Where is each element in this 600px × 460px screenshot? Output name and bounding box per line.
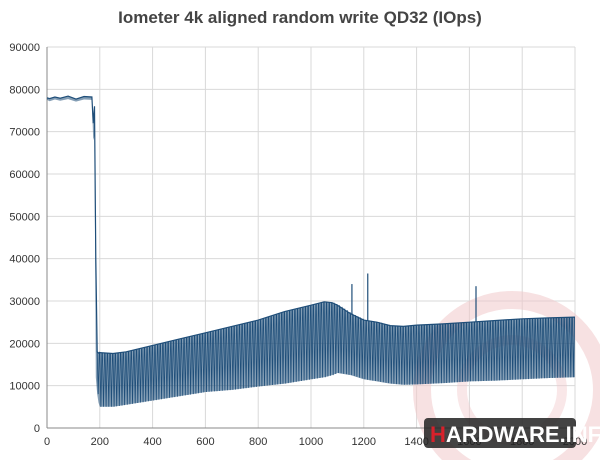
x-tick-label: 200 xyxy=(91,436,109,448)
y-tick-label: 0 xyxy=(34,423,40,435)
y-tick-label: 80000 xyxy=(9,84,40,96)
x-tick-label: 0 xyxy=(44,436,50,448)
svg-text:HARDWARE.INFO: HARDWARE.INFO xyxy=(430,422,600,447)
x-tick-label: 1000 xyxy=(299,436,323,448)
x-tick-label: 400 xyxy=(143,436,161,448)
series-band xyxy=(46,95,576,407)
y-tick-label: 60000 xyxy=(9,169,40,181)
watermark-word: ARDWARE xyxy=(446,422,560,447)
watermark-suffix: .INFO xyxy=(560,422,600,447)
x-tick-label: 600 xyxy=(196,436,214,448)
y-tick-label: 20000 xyxy=(9,338,40,350)
y-tick-label: 70000 xyxy=(9,127,40,139)
x-tick-label: 800 xyxy=(249,436,267,448)
watermark-logo: HARDWARE.INFO xyxy=(424,418,600,448)
y-tick-label: 10000 xyxy=(9,381,40,393)
x-tick-label: 1200 xyxy=(352,436,376,448)
x-tick-label: 1400 xyxy=(404,436,428,448)
watermark-letter: H xyxy=(430,422,446,447)
y-tick-label: 30000 xyxy=(9,296,40,308)
y-tick-label: 40000 xyxy=(9,254,40,266)
y-tick-label: 90000 xyxy=(9,42,40,54)
chart-title: Iometer 4k aligned random write QD32 (IO… xyxy=(118,8,482,27)
series-oscillation xyxy=(96,301,575,407)
y-tick-label: 50000 xyxy=(9,211,40,223)
